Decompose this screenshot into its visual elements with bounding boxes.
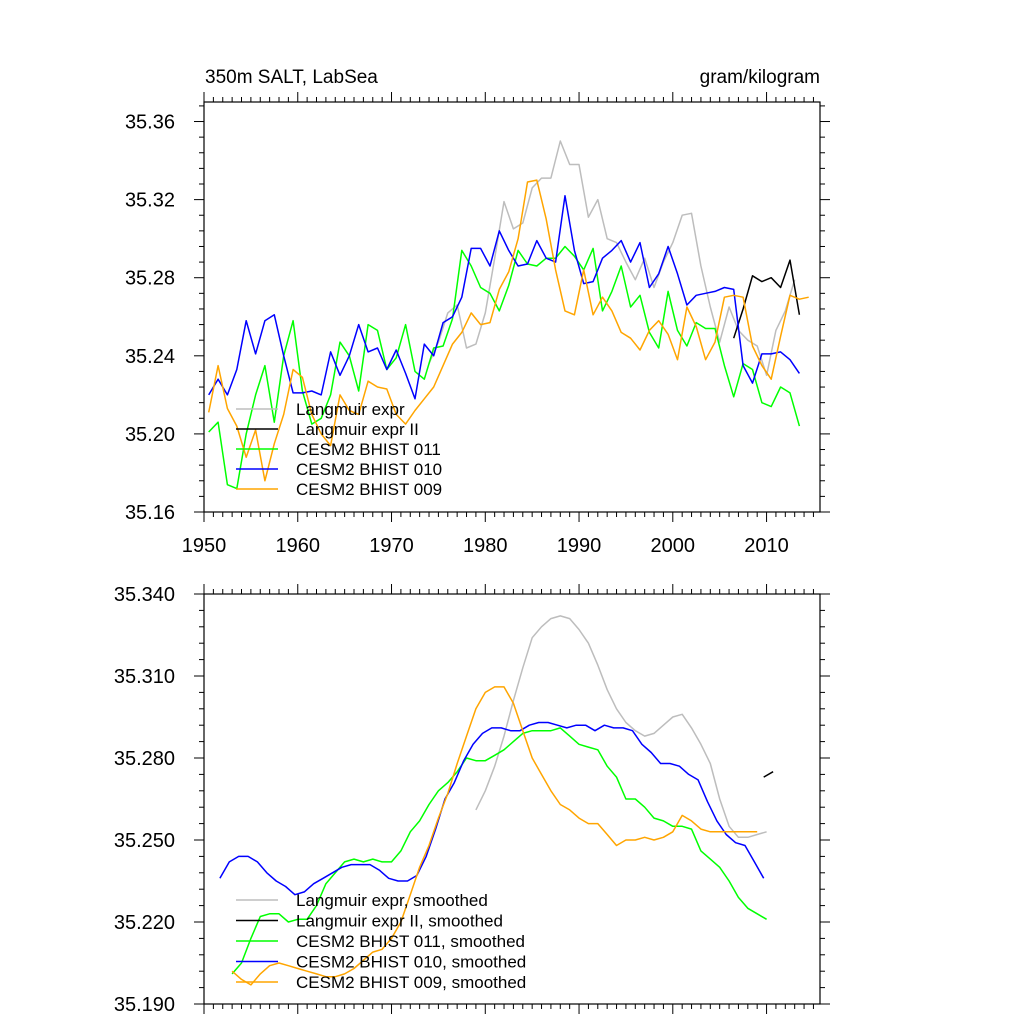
y-tick-label: 35.250 <box>114 830 175 852</box>
series-line-1-2 <box>231 727 767 975</box>
series-line-0-4 <box>207 179 809 482</box>
series-line-1-4 <box>231 686 758 986</box>
x-tick-label: 1980 <box>463 535 508 557</box>
y-tick-label: 35.20 <box>125 424 175 446</box>
top-title: 350m SALT, LabSea <box>205 67 378 88</box>
y-tick-label: 35.190 <box>114 994 175 1016</box>
legend-label: CESM2 BHIST 011 <box>296 440 441 459</box>
legend-label: CESM2 BHIST 009 <box>296 480 442 499</box>
x-tick-label: 1990 <box>557 535 602 557</box>
series-line-1-0 <box>475 615 767 839</box>
y-tick-label: 35.340 <box>114 584 175 606</box>
top-units: gram/kilogram <box>700 67 820 88</box>
legend-label: Langmuir expr <box>296 400 405 419</box>
y-tick-label: 35.280 <box>114 748 175 770</box>
y-tick-label: 35.28 <box>125 268 175 290</box>
y-tick-label: 35.24 <box>125 346 175 368</box>
bottom-series-lines <box>219 615 774 986</box>
series-line-0-0 <box>428 140 796 377</box>
legend-label: CESM2 BHIST 010, smoothed <box>296 953 526 972</box>
legend-label: CESM2 BHIST 009, smoothed <box>296 973 526 992</box>
y-tick-label: 35.16 <box>125 502 175 524</box>
top-panel: 350m SALT, LabSea gram/kilogram 1950 1960… <box>125 67 830 557</box>
series-line-0-3 <box>208 194 801 400</box>
legend-label: CESM2 BHIST 011, smoothed <box>296 932 525 951</box>
x-tick-label: 2000 <box>651 535 696 557</box>
legend-label: Langmuir expr II, smoothed <box>296 912 503 931</box>
legend-label: CESM2 BHIST 010 <box>296 460 442 479</box>
bottom-legend: Langmuir expr, smoothed Langmuir expr II,… <box>236 891 526 992</box>
series-line-1-1 <box>763 771 774 778</box>
x-tick-label: 1960 <box>276 535 321 557</box>
x-tick-label: 1950 <box>182 535 227 557</box>
x-tick-label: 2010 <box>744 535 789 557</box>
y-tick-label: 35.32 <box>125 190 175 212</box>
bottom-ticks: 35.190 35.220 35.250 35.280 35.310 35.340 <box>114 584 830 1016</box>
top-ticks: 1950 1960 1970 1980 1990 2000 2010 35.16 35.20 35… <box>125 92 830 557</box>
series-line-1-3 <box>219 721 765 896</box>
legend-label: Langmuir expr II <box>296 420 419 439</box>
legend-label: Langmuir expr, smoothed <box>296 891 488 910</box>
top-plot-frame <box>203 101 821 513</box>
series-line-0-2 <box>208 245 801 490</box>
x-tick-label: 1970 <box>369 535 414 557</box>
bottom-plot-frame <box>203 593 821 1005</box>
bottom-panel: 35.190 35.220 35.250 35.280 35.310 35.340 Lan… <box>114 584 830 1016</box>
top-series-lines <box>207 140 809 490</box>
y-tick-label: 35.310 <box>114 666 175 688</box>
y-tick-label: 35.36 <box>125 112 175 134</box>
y-tick-label: 35.220 <box>114 912 175 934</box>
